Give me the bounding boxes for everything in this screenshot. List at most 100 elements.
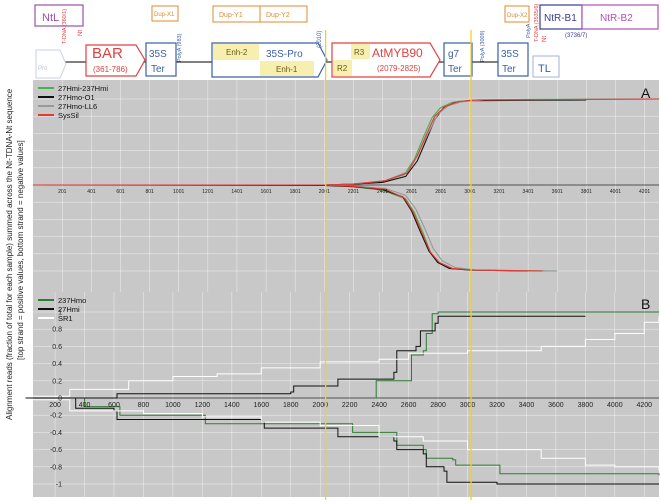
panel-b-x-tick-label: 2800 bbox=[430, 402, 446, 409]
panel-b-y-tick-label: 1 bbox=[58, 310, 62, 317]
polya3-label: PolyA bbox=[526, 23, 532, 38]
panel-b-x-tick-label: 1800 bbox=[283, 402, 299, 409]
ntrb2-box bbox=[581, 4, 659, 30]
panel-a-x-tick-label: 401 bbox=[87, 189, 96, 195]
tdna-map: NtL Pro BAR (361-786) T-DNA (360/1) Nt 3… bbox=[34, 4, 659, 79]
panel-b-x-tick-label: 2000 bbox=[312, 402, 328, 409]
ter1-box bbox=[145, 42, 177, 77]
bar-arrow bbox=[85, 44, 146, 77]
g7-sub: Ter bbox=[448, 64, 463, 75]
ter1-sub: Ter bbox=[151, 64, 166, 75]
panel-a-x-tick-label: 1001 bbox=[173, 189, 184, 195]
ter1-label: 35S bbox=[149, 49, 167, 60]
panel-b-x-tick-label: 1400 bbox=[224, 402, 240, 409]
polya1-label: PolyA (983) bbox=[177, 33, 183, 62]
r3-fill bbox=[351, 44, 370, 59]
panel-b-x-tick-label: 2200 bbox=[342, 402, 358, 409]
y-axis-label-line1: Alignment reads (fraction of total for e… bbox=[5, 88, 14, 420]
panel-b-series bbox=[25, 311, 660, 485]
panel-a-legend-label-27Hmo-LL6: 27Hmo-LL6 bbox=[58, 102, 97, 111]
panel-b-series-27Hmi-top bbox=[25, 315, 586, 399]
panel-b-x-tick-label: 4000 bbox=[607, 402, 623, 409]
panel-b-tick-labels: 200 400 600 800 1000 1200 1400 1600 1800 2000 2200… bbox=[49, 310, 652, 489]
panel-b-x-tick-label: 3800 bbox=[578, 402, 594, 409]
panel-a-x-tick-label: 4001 bbox=[610, 189, 621, 195]
enh1-label: Enh-1 bbox=[276, 65, 298, 74]
r2-fill bbox=[333, 60, 352, 76]
dupy1-label: Dup-Y1 bbox=[219, 12, 243, 19]
panel-a: 201 401 601 801 1001 1201 1401 1601 1801 2001 2201… bbox=[32, 80, 660, 292]
nt-right-label: Nt bbox=[542, 36, 548, 42]
panel-b-legend-label-27Hmi: 27Hmi bbox=[58, 305, 80, 314]
bar-range: (361-786) bbox=[93, 65, 128, 74]
faded-promoter-arrow bbox=[35, 49, 67, 79]
panel-b-y-tick-label: -0.2 bbox=[50, 413, 62, 420]
panel-b-x-tick-label: 400 bbox=[79, 402, 91, 409]
bar-label: BAR bbox=[92, 45, 123, 62]
dupx2-label: Dup-X2 bbox=[507, 13, 528, 19]
tl-label: TL bbox=[538, 63, 551, 75]
r3-label: R3 bbox=[354, 48, 365, 57]
panel-b-legend-label-SR1: SR1 bbox=[58, 314, 73, 323]
panel-a-x-tick-label: 3801 bbox=[581, 189, 592, 195]
panel-b-y-tick-label: 0.8 bbox=[52, 327, 62, 334]
panel-b-y-tick-label: -0.4 bbox=[50, 430, 62, 437]
pos2010-label: (2010) bbox=[317, 31, 323, 48]
panel-b-y-tick-label: 0 bbox=[58, 396, 62, 403]
panel-b-x-tick-label: 200 bbox=[49, 402, 61, 409]
panel-a-x-tick-label: 4201 bbox=[639, 189, 650, 195]
panel-b-x-tick-label: 2600 bbox=[401, 402, 417, 409]
ter2-box bbox=[497, 42, 529, 77]
panel-a-legend-label-SysSil: SysSil bbox=[58, 111, 79, 120]
dupx2-box bbox=[504, 5, 530, 23]
panel-b-x-tick-label: 1200 bbox=[195, 402, 211, 409]
panel-b-x-tick-label: 4200 bbox=[636, 402, 652, 409]
ntrb1-box bbox=[539, 4, 583, 30]
ter2-label: 35S bbox=[501, 49, 519, 60]
r2-label: R2 bbox=[337, 64, 348, 73]
panel-a-x-tick-label: 2601 bbox=[406, 189, 417, 195]
g7-box bbox=[443, 42, 473, 77]
y-axis-label-line2: [top strand = positive values, bottom st… bbox=[16, 140, 25, 360]
panel-a-x-tick-label: 3201 bbox=[493, 189, 504, 195]
panel-b-y-tick-label: -0.6 bbox=[50, 447, 62, 454]
panel-a-x-tick-label: 601 bbox=[116, 189, 125, 195]
panel-a-series-SysSil-top bbox=[33, 98, 660, 186]
panel-b-x-tick-label: 600 bbox=[108, 402, 120, 409]
enh2-fill bbox=[213, 44, 259, 60]
panel-a-x-tick-label: 2001 bbox=[319, 189, 330, 195]
panel-b-x-tick-label: 3200 bbox=[489, 402, 505, 409]
dupx1-box bbox=[151, 5, 179, 22]
polya2-label: PolyA (3009) bbox=[480, 30, 486, 62]
tl-box bbox=[532, 55, 560, 78]
panel-a-letter: A bbox=[641, 85, 651, 101]
dupx1-label: Dup-X1 bbox=[154, 12, 175, 18]
pro35s-label: 35S-Pro bbox=[266, 49, 303, 60]
panel-b-y-tick-label: 0.4 bbox=[52, 361, 62, 368]
panel-b-y-tick-label: -1 bbox=[56, 482, 62, 489]
panel-b-letter: B bbox=[641, 296, 650, 312]
panel-a-x-tick-label: 1601 bbox=[261, 189, 272, 195]
ntrb1-label: NtR-B1 bbox=[544, 13, 577, 24]
atmyb90-label: AtMYB90 bbox=[372, 46, 423, 60]
panel-a-x-tick-label: 801 bbox=[145, 189, 154, 195]
panel-a-x-tick-label: 2201 bbox=[348, 189, 359, 195]
nt-left-label: Nt bbox=[78, 30, 84, 36]
panel-a-tick-labels: 201 401 601 801 1001 1201 1401 1601 1801 2001 2201… bbox=[58, 189, 650, 195]
ntl-label: NtL bbox=[42, 12, 59, 24]
panel-b-series-SR1-bottom bbox=[25, 399, 660, 472]
panel-b: 200 400 600 800 1000 1200 1400 1600 1800 2000 2200… bbox=[25, 292, 660, 497]
panel-a-legend-label-27Hmo-O1: 27Hmo-O1 bbox=[58, 93, 95, 102]
panel-b-series-SR1-top bbox=[25, 316, 660, 397]
g7-label: g7 bbox=[448, 49, 460, 60]
panel-b-background bbox=[33, 292, 659, 497]
panel-a-x-tick-label: 3401 bbox=[523, 189, 534, 195]
panel-a-series-SysSil-bottom bbox=[33, 184, 543, 272]
panel-b-x-tick-label: 800 bbox=[138, 402, 150, 409]
panel-a-series bbox=[32, 98, 660, 272]
panel-a-x-tick-label: 3601 bbox=[552, 189, 563, 195]
panel-a-x-tick-label: 1401 bbox=[231, 189, 242, 195]
